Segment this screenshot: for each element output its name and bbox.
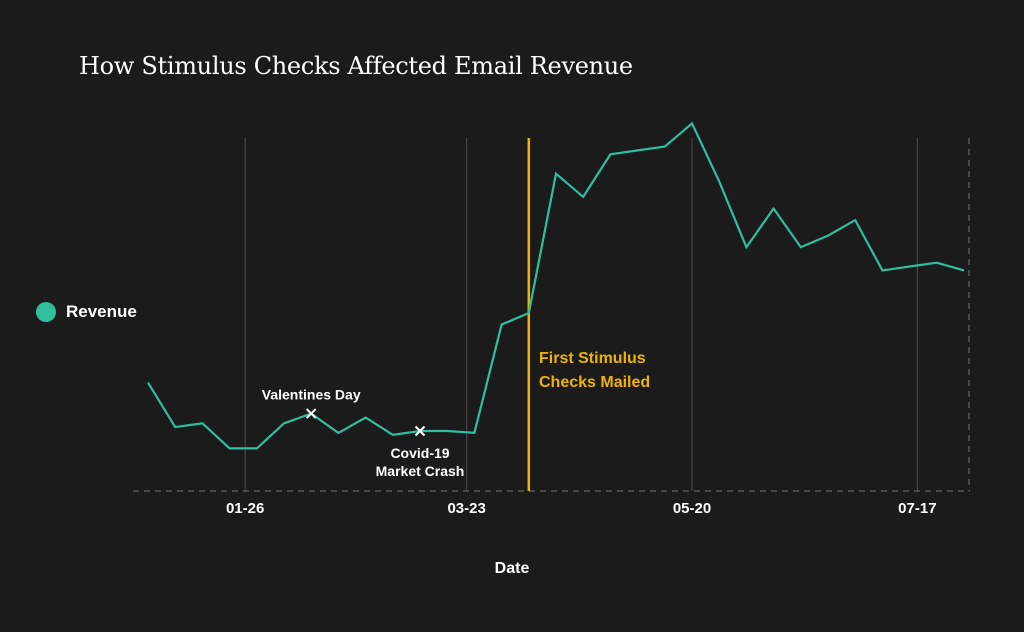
x-tick-label-07-17: 07-17 <box>898 500 936 517</box>
x-tick-label-05-20: 05-20 <box>673 500 711 517</box>
x-axis-label: Date <box>495 560 530 577</box>
covid-crash-label-line2: Market Crash <box>376 463 465 479</box>
stimulus-label-line1: First Stimulus <box>539 350 646 367</box>
covid-crash-label-line1: Covid-19 <box>390 445 449 461</box>
chart-title: How Stimulus Checks Affected Email Reven… <box>79 52 633 80</box>
valentines-day-marker <box>305 408 317 419</box>
gridlines <box>244 138 918 491</box>
legend-label-revenue: Revenue <box>66 302 137 321</box>
stimulus-label-line2: Checks Mailed <box>539 374 650 391</box>
x-tick-label-01-26: 01-26 <box>226 500 264 517</box>
annotations: Valentines Day Covid-19 Market Crash <box>262 387 465 479</box>
series-line-revenue <box>147 121 965 450</box>
valentines-day-label: Valentines Day <box>262 387 361 403</box>
covid-crash-marker <box>414 425 426 437</box>
legend: Revenue <box>36 302 137 322</box>
legend-swatch-revenue <box>36 302 56 322</box>
x-tick-labels: 01-26 03-23 05-20 07-17 <box>226 500 937 517</box>
x-tick-label-03-23: 03-23 <box>447 500 485 517</box>
